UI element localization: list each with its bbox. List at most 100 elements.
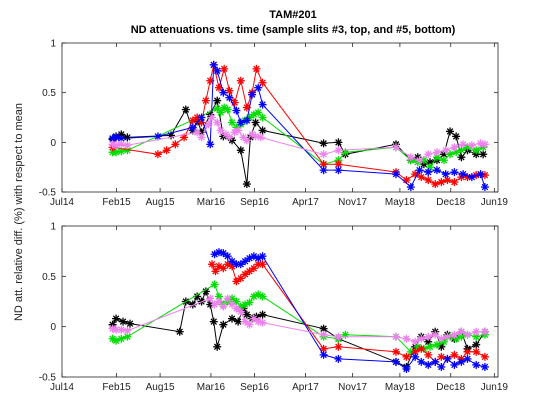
- y-tick-label: 1: [50, 39, 56, 50]
- data-point-blue: [236, 260, 245, 269]
- data-point-violet: [441, 146, 450, 155]
- data-point-black: [213, 96, 222, 105]
- data-point-black: [446, 127, 455, 136]
- data-point-violet: [207, 113, 216, 122]
- data-point-violet: [402, 334, 411, 343]
- x-tick-label: Apr17: [292, 197, 319, 208]
- data-point-violet: [232, 304, 241, 313]
- data-point-blue: [153, 132, 162, 141]
- data-point-blue: [402, 364, 411, 373]
- data-point-blue: [248, 90, 257, 99]
- data-point-black: [319, 139, 328, 148]
- data-point-violet: [219, 302, 228, 311]
- data-point-violet: [123, 326, 132, 335]
- data-point-red: [402, 352, 411, 361]
- data-point-red: [171, 140, 180, 149]
- data-point-red: [480, 352, 489, 361]
- data-point-black: [334, 138, 343, 147]
- data-point-black: [112, 314, 121, 323]
- data-point-red: [225, 86, 234, 95]
- data-point-violet: [457, 327, 466, 336]
- data-point-black: [319, 324, 328, 333]
- data-point-blue: [391, 357, 400, 366]
- data-point-green: [341, 330, 350, 339]
- data-point-red: [417, 344, 426, 353]
- data-point-blue: [206, 140, 215, 149]
- data-point-violet: [443, 332, 452, 341]
- data-point-blue: [457, 357, 466, 366]
- data-point-violet: [213, 118, 222, 127]
- data-point-blue: [334, 354, 343, 363]
- y-tick-label: 1: [50, 222, 56, 233]
- data-point-black: [201, 287, 210, 296]
- data-point-blue: [424, 360, 433, 369]
- data-point-violet: [431, 330, 440, 339]
- data-point-black: [213, 342, 222, 351]
- data-point-black: [228, 314, 237, 323]
- data-point-blue: [188, 123, 197, 132]
- data-point-blue: [476, 170, 485, 179]
- data-point-blue: [117, 134, 126, 143]
- x-tick-label: Dec18: [436, 382, 465, 393]
- data-point-black: [119, 317, 128, 326]
- data-point-violet: [117, 325, 126, 334]
- x-tick-label: Jul14: [50, 382, 74, 393]
- data-point-red: [252, 64, 261, 73]
- data-point-red: [214, 262, 223, 271]
- data-point-red: [450, 350, 459, 359]
- data-point-red: [424, 350, 433, 359]
- data-point-violet: [251, 132, 260, 141]
- x-tick-label: Feb15: [102, 382, 131, 393]
- data-point-black: [209, 317, 218, 326]
- data-point-violet: [249, 314, 258, 323]
- data-point-blue: [319, 350, 328, 359]
- data-point-green: [223, 105, 232, 114]
- data-point-blue: [480, 362, 489, 371]
- data-point-red: [153, 150, 162, 159]
- data-point-green: [112, 148, 121, 157]
- top-plot: -0.5 0 0.5 1 Jul14 Feb15 Aug15 Mar16 Sep16 Apr17 N…: [39, 39, 509, 209]
- data-point-violet: [256, 133, 265, 142]
- data-point-violet: [334, 332, 343, 341]
- x-tick-label: Aug15: [146, 197, 175, 208]
- data-point-blue: [213, 66, 222, 75]
- data-point-black: [251, 118, 260, 127]
- data-point-violet: [480, 327, 489, 336]
- x-tick-label: Apr17: [292, 382, 319, 393]
- data-point-violet: [241, 317, 250, 326]
- data-point-violet: [437, 334, 446, 343]
- data-point-black: [242, 310, 251, 319]
- data-point-black: [472, 340, 481, 349]
- data-point-red: [443, 176, 452, 185]
- data-point-red: [241, 270, 250, 279]
- data-point-blue: [450, 360, 459, 369]
- data-point-violet: [258, 318, 267, 327]
- data-point-violet: [415, 156, 424, 165]
- data-point-green: [258, 113, 267, 122]
- data-point-violet: [424, 332, 433, 341]
- x-tick-label: Mar16: [197, 197, 226, 208]
- data-point-black: [457, 153, 466, 162]
- data-point-violet: [216, 126, 225, 135]
- data-point-red: [236, 76, 245, 85]
- data-point-blue: [415, 166, 424, 175]
- data-point-violet: [411, 337, 420, 346]
- data-point-black: [242, 180, 251, 189]
- data-point-red: [258, 260, 267, 269]
- data-point-red: [437, 352, 446, 361]
- data-point-red: [463, 347, 472, 356]
- data-point-blue: [437, 362, 446, 371]
- y-tick-label: -0.5: [39, 188, 57, 199]
- data-point-black: [126, 319, 135, 328]
- data-point-blue: [242, 116, 251, 125]
- data-point-violet: [417, 334, 426, 343]
- data-point-red: [201, 96, 210, 105]
- series-red: [108, 60, 489, 189]
- figure-title-line2: ND attenuations vs. time (sample slits #…: [131, 24, 456, 36]
- data-point-violet: [214, 297, 223, 306]
- data-point-blue: [209, 60, 218, 69]
- data-point-violet: [463, 330, 472, 339]
- data-point-green: [439, 156, 448, 165]
- data-point-violet: [319, 330, 328, 339]
- data-point-blue: [225, 93, 234, 102]
